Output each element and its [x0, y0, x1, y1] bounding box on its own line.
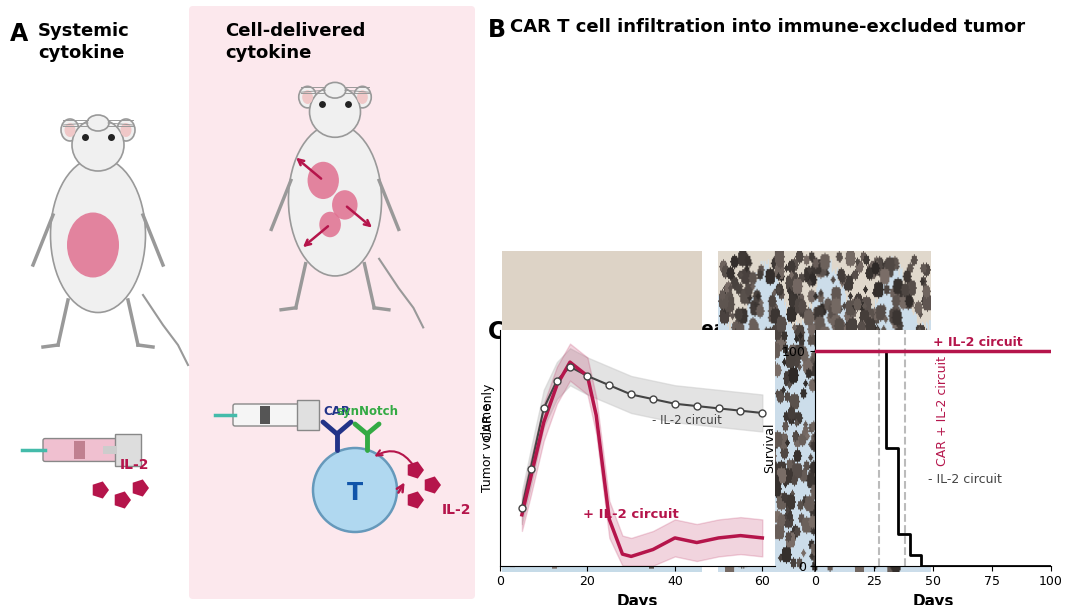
Ellipse shape — [60, 119, 79, 141]
FancyBboxPatch shape — [75, 440, 85, 459]
Text: B: B — [488, 18, 507, 42]
Text: CAR only: CAR only — [482, 383, 495, 440]
FancyBboxPatch shape — [260, 406, 270, 424]
Text: CAR T cell infiltration into immune-excluded tumor: CAR T cell infiltration into immune-excl… — [510, 18, 1025, 36]
Ellipse shape — [324, 82, 346, 98]
Ellipse shape — [117, 119, 135, 141]
Ellipse shape — [320, 212, 341, 237]
Ellipse shape — [299, 87, 316, 108]
X-axis label: Days: Days — [617, 594, 659, 605]
Ellipse shape — [353, 87, 372, 108]
Ellipse shape — [121, 123, 132, 137]
FancyBboxPatch shape — [297, 400, 319, 430]
X-axis label: Days: Days — [913, 594, 954, 605]
Text: Systemic
cytokine: Systemic cytokine — [38, 22, 130, 62]
FancyBboxPatch shape — [233, 404, 302, 426]
Text: Cell-delivered
cytokine: Cell-delivered cytokine — [225, 22, 365, 62]
Ellipse shape — [87, 115, 109, 131]
Text: T: T — [347, 481, 363, 505]
FancyBboxPatch shape — [116, 434, 140, 466]
Text: + IL-2 circuit: + IL-2 circuit — [583, 508, 678, 522]
Ellipse shape — [308, 162, 339, 199]
Text: - IL-2 circuit: - IL-2 circuit — [929, 473, 1002, 486]
Ellipse shape — [332, 190, 357, 220]
Y-axis label: Tumor volume: Tumor volume — [482, 404, 495, 492]
Ellipse shape — [302, 90, 313, 104]
Ellipse shape — [72, 119, 124, 171]
Text: - IL-2 circuit: - IL-2 circuit — [651, 414, 721, 427]
Text: CAR T cell tumor clearance: CAR T cell tumor clearance — [510, 320, 782, 338]
Ellipse shape — [67, 212, 119, 278]
FancyBboxPatch shape — [103, 446, 118, 454]
Circle shape — [313, 448, 397, 532]
Ellipse shape — [51, 157, 146, 313]
FancyBboxPatch shape — [43, 439, 121, 462]
FancyBboxPatch shape — [189, 6, 475, 599]
Text: IL-2: IL-2 — [120, 458, 149, 472]
Ellipse shape — [357, 90, 368, 104]
Text: IL-2: IL-2 — [442, 503, 472, 517]
Text: CAR: CAR — [324, 405, 351, 418]
Text: A: A — [10, 22, 28, 46]
Text: C: C — [488, 320, 505, 344]
Y-axis label: Survival: Survival — [764, 422, 777, 473]
Ellipse shape — [310, 87, 361, 137]
Ellipse shape — [65, 123, 76, 137]
Text: + IL-2 circuit: + IL-2 circuit — [933, 336, 1023, 349]
Ellipse shape — [288, 124, 381, 276]
Text: synNotch: synNotch — [336, 405, 399, 418]
Text: CAR + IL-2 circuit: CAR + IL-2 circuit — [936, 356, 949, 466]
